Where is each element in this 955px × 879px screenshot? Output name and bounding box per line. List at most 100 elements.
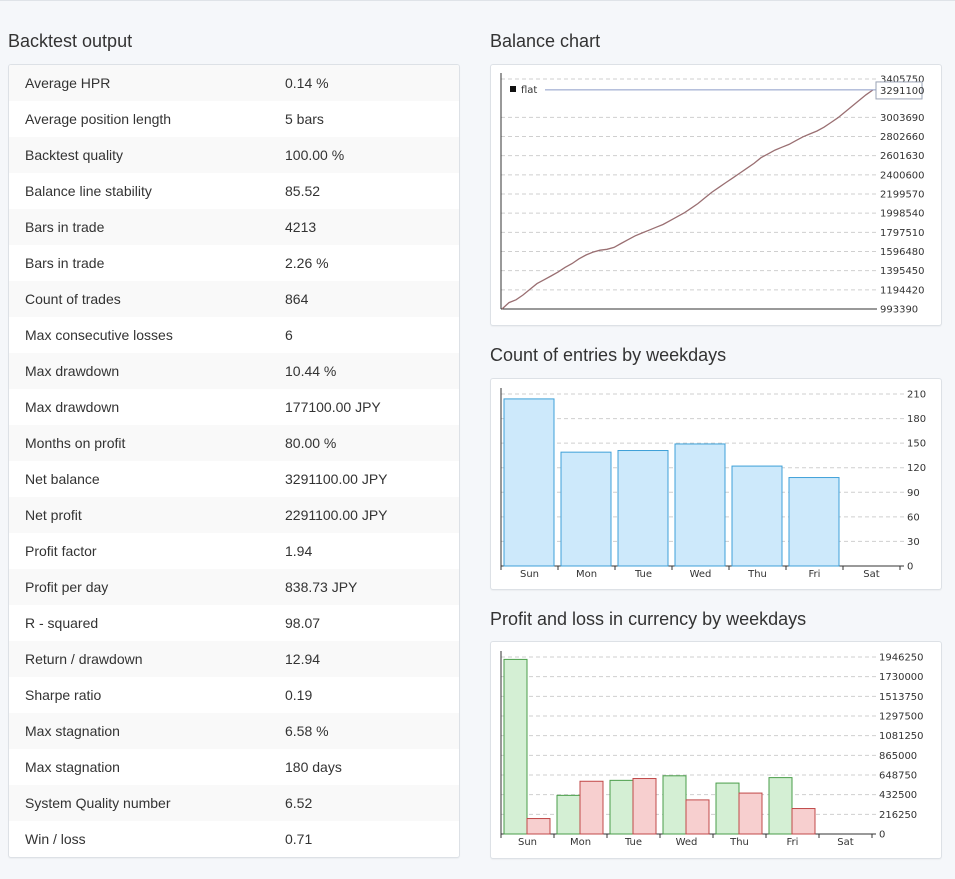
y-tick-label: 2601630 [880,151,925,162]
y-tick-label: 1513750 [879,692,924,703]
y-tick-label: 3003690 [880,113,925,124]
pnl-chart-title: Profit and loss in currency by weekdays [490,609,807,629]
bar [503,398,555,567]
y-tick-label: 30 [907,537,920,548]
x-tick-label: Mon [576,569,597,580]
stat-row: Net profit 2291100.00 JPY [9,497,459,533]
stat-label: Backtest quality [25,147,124,163]
y-tick-label: 1797510 [880,228,925,239]
stat-row: Months on profit 80.00 % [9,425,459,461]
stat-row: Sharpe ratio 0.19 [9,677,459,713]
pnl-by-weekday-chart: 1946250 1730000 1513750 1297500 1081250 86500… [500,651,924,848]
x-tick-label: Fri [787,837,799,848]
stat-value: 0.71 [285,831,313,847]
stat-row: Win / loss 0.71 [9,821,459,857]
y-tick-label: 993390 [880,305,918,316]
stat-label: Bars in trade [25,219,105,235]
backtest-output-title: Backtest output [8,31,133,51]
y-tick-label: 2802660 [880,132,925,143]
stat-label: Bars in trade [25,255,105,271]
y-tick-label: 1730000 [879,672,924,683]
y-tick-label: 3405750 [880,75,925,86]
stat-label: Max drawdown [25,363,120,379]
stat-row: Average HPR 0.14 % [9,65,459,101]
stat-value: 6.52 [285,795,313,811]
y-tick-label: 216250 [879,810,917,821]
bar [685,799,710,835]
x-tick-label: Thu [729,837,749,848]
y-tick-label: 210 [907,390,926,401]
balance-chart-panel: 3405750 3003690 2802660 2601630 2400600 21995… [490,64,942,326]
stat-row: Net balance 3291100.00 JPY [9,461,459,497]
y-tick-label: 150 [907,439,926,450]
stat-value: 6.58 % [285,723,329,739]
top-border [0,0,955,1]
legend-marker [510,86,516,92]
bar [731,465,783,567]
x-tick-label: Sat [863,569,879,580]
stat-row: Max stagnation 180 days [9,749,459,785]
y-tick-label: 120 [907,463,926,474]
stat-label: Net profit [25,507,82,523]
stat-label: Max stagnation [25,723,120,739]
stat-row: Balance line stability 85.52 [9,173,459,209]
stat-value: 0.14 % [285,75,329,91]
stat-row: Bars in trade 2.26 % [9,245,459,281]
stat-label: Profit factor [25,543,97,559]
bar [788,477,840,567]
x-tick-label: Tue [624,837,642,848]
stat-label: Max stagnation [25,759,120,775]
bar [738,792,763,835]
bar [526,818,551,835]
y-tick-label: 0 [879,830,885,841]
stat-value: 5 bars [285,111,324,127]
legend-label: flat [521,85,537,96]
bar [674,443,726,567]
bar [632,778,657,835]
y-tick-label: 90 [907,488,920,499]
stat-value: 100.00 % [285,147,345,163]
stat-row: System Quality number 6.52 [9,785,459,821]
bar [662,775,687,835]
entries-chart-title: Count of entries by weekdays [490,345,727,365]
y-tick-label: 1081250 [879,731,924,742]
stat-value: 85.52 [285,183,321,199]
stat-value: 98.07 [285,615,321,631]
stat-row: Max consecutive losses 6 [9,317,459,353]
stat-value: 4213 [285,219,317,235]
stat-row: Profit factor 1.94 [9,533,459,569]
stat-value: 3291100.00 JPY [285,471,388,487]
stat-value: 0.19 [285,687,313,703]
y-tick-label: 432500 [879,790,917,801]
entries-chart-panel: 210 180 150 120 90 60 30 0 Sun Mon Tue Wed Thu Fri Sat [490,378,942,590]
balance-chart-title: Balance chart [490,31,601,51]
stat-row: Max drawdown 10.44 % [9,353,459,389]
current-value-label: 3291100 [880,86,925,97]
x-tick-label: Tue [634,569,652,580]
y-tick-label: 1297500 [879,712,924,723]
x-tick-label: Mon [570,837,591,848]
stat-label: Sharpe ratio [25,687,102,703]
stat-label: Balance line stability [25,183,152,199]
stat-value: 12.94 [285,651,321,667]
stat-label: Profit per day [25,579,109,595]
stat-row: Average position length 5 bars [9,101,459,137]
stat-label: Months on profit [25,435,126,451]
stat-value: 864 [285,291,309,307]
y-tick-label: 0 [907,562,913,573]
entries-by-weekday-chart: 210 180 150 120 90 60 30 0 Sun Mon Tue Wed Thu Fri Sat [500,388,926,580]
stat-label: Win / loss [25,831,86,847]
stat-label: Max consecutive losses [25,327,173,343]
stat-row: Return / drawdown 12.94 [9,641,459,677]
y-tick-label: 1194420 [880,285,925,296]
stat-row: Count of trades 864 [9,281,459,317]
stat-label: System Quality number [25,795,171,811]
stat-row: R - squared 98.07 [9,605,459,641]
stat-label: Average position length [25,111,172,127]
balance-line [501,89,874,310]
stat-value: 2.26 % [285,255,329,271]
bar [791,808,816,835]
stat-value: 180 days [285,759,342,775]
current-value-box [875,81,923,100]
bar [715,782,740,835]
